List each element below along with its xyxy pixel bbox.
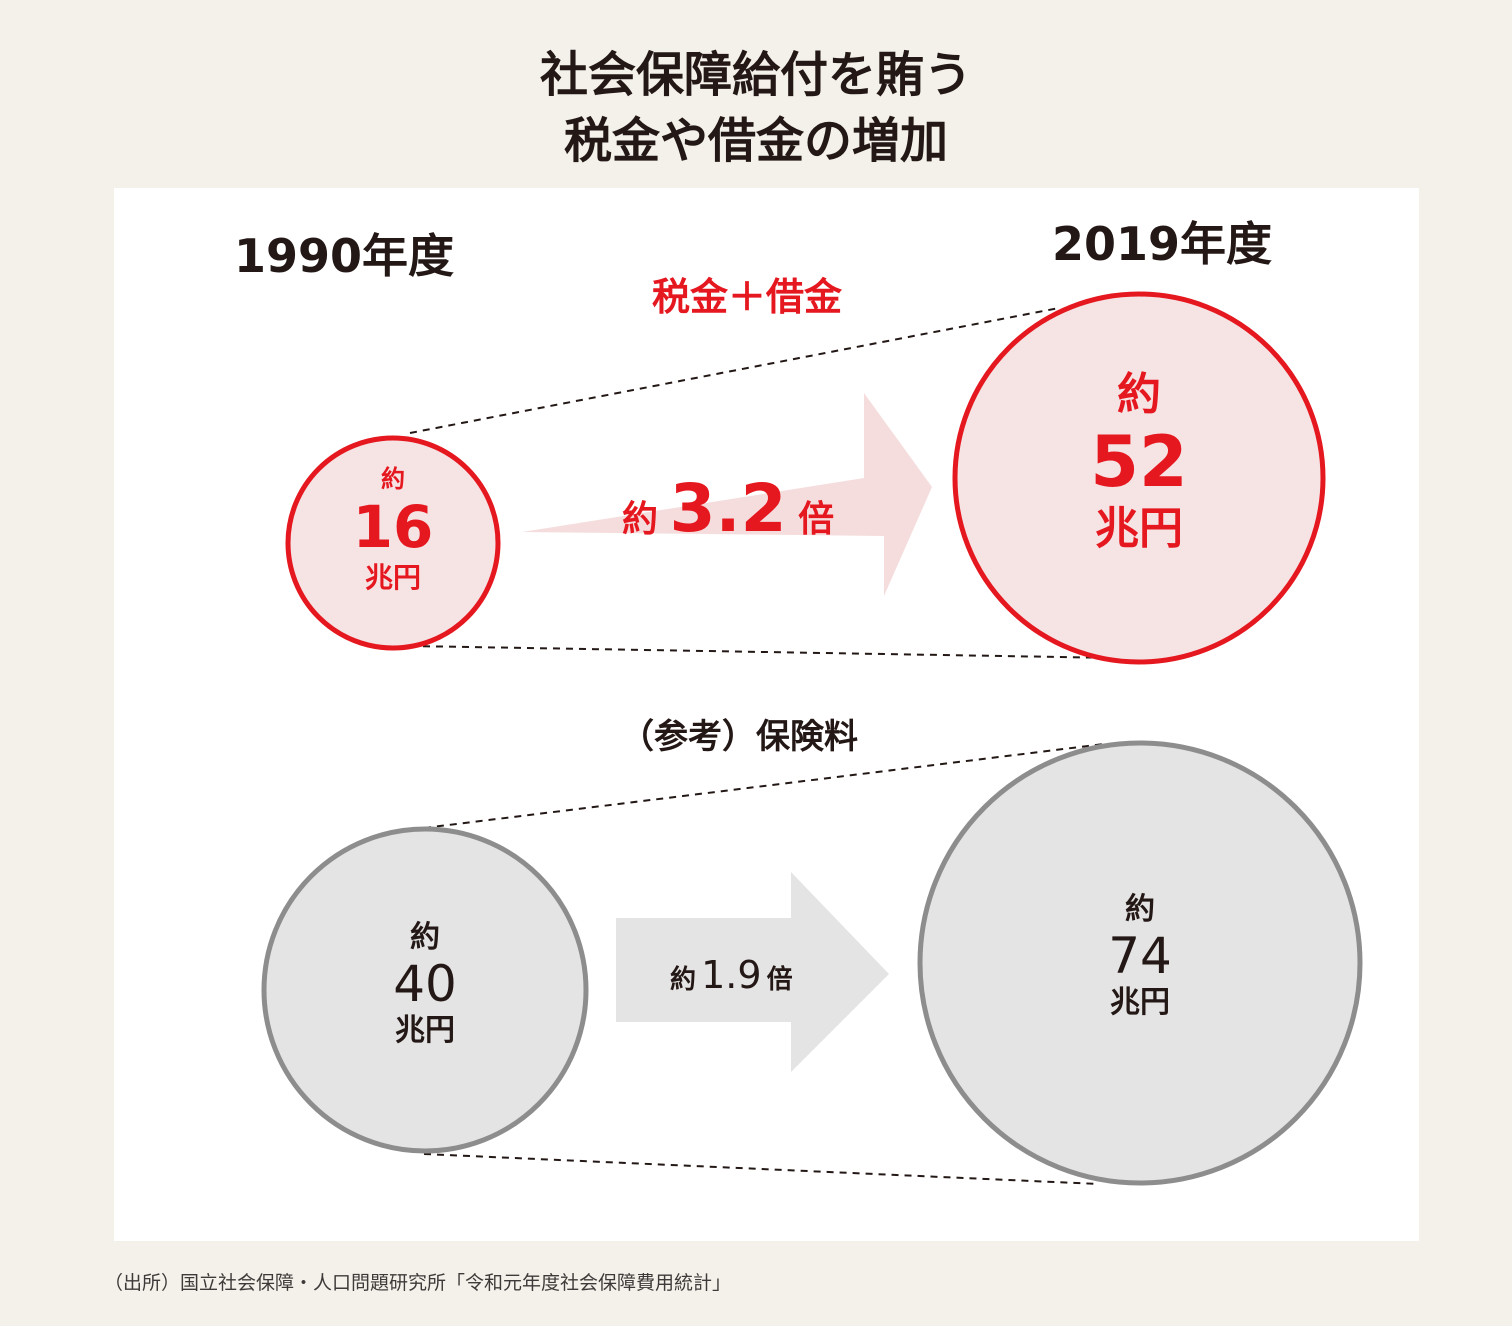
circle-1990-insurance [261, 826, 589, 1154]
circle-2019-tax [952, 291, 1326, 665]
insurance-1990-value: 40 [393, 955, 457, 1013]
insurance-1990-prefix: 約 [410, 920, 440, 955]
tax-ratio-value: 3.2 [669, 470, 787, 547]
insurance-heading: （参考）保険料 [620, 717, 858, 757]
tax-ratio-prefix: 約 [622, 499, 659, 540]
tax-2019-unit: 兆円 [1095, 503, 1183, 554]
page-title: 社会保障給付を賄う 税金や借金の増加 [0, 42, 1512, 174]
connector-top-gray [423, 743, 1105, 829]
connector-bottom-red [409, 645, 1120, 659]
year-label-2019: 2019年度 [1052, 217, 1273, 271]
insurance-2019-prefix: 約 [1125, 892, 1155, 927]
tax-1990-value: 16 [352, 493, 434, 561]
title-line-1: 社会保障給付を賄う [539, 47, 972, 103]
insurance-1990-unit: 兆円 [395, 1013, 455, 1048]
title-line-2: 税金や借金の増加 [563, 113, 948, 169]
tax-debt-heading: 税金＋借金 [652, 275, 843, 319]
growth-arrow-gray [616, 872, 889, 1072]
connector-bottom-gray [423, 1153, 1100, 1185]
tax-2019-label: 約 52 兆円 [1039, 368, 1239, 556]
tax-1990-prefix: 約 [381, 465, 405, 493]
insurance-ratio-value: 1.9 [701, 953, 762, 997]
tax-2019-prefix: 約 [1117, 369, 1161, 420]
tax-ratio-label: 約 3.2 倍 [622, 470, 834, 547]
insurance-ratio-prefix: 約 [670, 965, 697, 995]
connector-top-red [409, 307, 1060, 434]
diagram-graphics [261, 291, 1363, 1186]
growth-arrow-red [522, 393, 932, 596]
insurance-2019-label: 約 74 兆円 [1060, 892, 1220, 1022]
circle-1990-tax [285, 435, 501, 651]
tax-2019-value: 52 [1090, 421, 1188, 503]
tax-1990-unit: 兆円 [364, 561, 421, 594]
circle-2019-insurance [917, 740, 1363, 1186]
insurance-ratio-label: 約 1.9 倍 [670, 953, 793, 997]
tax-ratio-suffix: 倍 [798, 499, 835, 540]
diagram-panel: 1990年度 2019年度 税金＋借金 約 16 兆円 約 52 兆円 約 3.… [114, 188, 1419, 1241]
tax-1990-label: 約 16 兆円 [333, 464, 453, 596]
insurance-2019-unit: 兆円 [1110, 985, 1170, 1020]
source-note: （出所）国立社会保障・人口問題研究所「令和元年度社会保障費用統計」 [104, 1272, 732, 1294]
insurance-ratio-suffix: 倍 [766, 965, 793, 995]
insurance-2019-value: 74 [1108, 927, 1172, 985]
year-label-1990: 1990年度 [234, 229, 455, 283]
insurance-1990-label: 約 40 兆円 [345, 920, 505, 1050]
